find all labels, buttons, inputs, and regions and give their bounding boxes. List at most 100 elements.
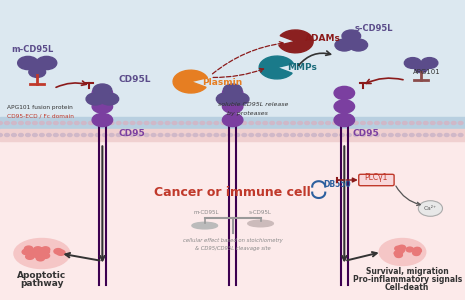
Circle shape [67,122,72,124]
Circle shape [158,134,163,136]
Circle shape [277,134,282,136]
Circle shape [263,134,267,136]
Circle shape [12,122,16,124]
Circle shape [144,122,149,124]
Circle shape [165,134,170,136]
Circle shape [92,86,113,100]
Circle shape [54,134,58,136]
Circle shape [0,134,2,136]
Circle shape [402,134,407,136]
Circle shape [186,122,191,124]
Circle shape [410,134,414,136]
Circle shape [26,254,34,259]
Circle shape [39,134,44,136]
Circle shape [342,30,361,42]
Circle shape [367,134,372,136]
Circle shape [95,134,100,136]
Circle shape [421,58,438,68]
Circle shape [394,251,401,256]
Circle shape [451,122,456,124]
Circle shape [151,134,156,136]
Circle shape [228,134,233,136]
Circle shape [334,86,355,100]
Circle shape [312,134,317,136]
Ellipse shape [379,238,426,266]
Circle shape [86,93,105,105]
Circle shape [340,134,344,136]
Circle shape [413,251,420,256]
Circle shape [92,113,113,127]
Circle shape [334,113,355,127]
Text: m-CD95L: m-CD95L [193,210,219,214]
Text: DB550: DB550 [323,180,351,189]
Circle shape [444,122,449,124]
Circle shape [305,122,310,124]
Bar [0,129,465,300]
Circle shape [312,122,317,124]
Text: Survival, migration: Survival, migration [366,267,448,276]
Circle shape [319,122,323,124]
Circle shape [423,134,428,136]
Circle shape [89,122,93,124]
Circle shape [222,100,243,113]
Circle shape [200,122,205,124]
Circle shape [207,134,212,136]
Circle shape [389,122,393,124]
Circle shape [109,122,114,124]
Text: Ca²⁺: Ca²⁺ [424,206,437,211]
Circle shape [18,122,23,124]
Text: APG101 fusion protein: APG101 fusion protein [7,106,73,110]
Circle shape [102,134,107,136]
Circle shape [326,134,330,136]
Circle shape [319,134,323,136]
Text: Cell-death: Cell-death [385,284,429,292]
Circle shape [216,93,235,105]
Circle shape [334,100,355,113]
Circle shape [30,250,38,255]
Text: cellular effect based on stoichiometry: cellular effect based on stoichiometry [183,238,283,243]
Circle shape [418,201,443,216]
Wedge shape [259,56,293,79]
Circle shape [130,122,135,124]
Circle shape [82,134,86,136]
Circle shape [223,84,242,96]
Circle shape [284,134,289,136]
Text: Pro-inflammatory signals: Pro-inflammatory signals [353,275,462,284]
Circle shape [249,134,254,136]
Circle shape [221,122,226,124]
Circle shape [284,122,289,124]
Circle shape [430,134,435,136]
Circle shape [221,134,226,136]
Ellipse shape [248,220,273,227]
Circle shape [397,248,404,253]
Text: PLCγ1: PLCγ1 [365,173,388,182]
Text: APG101: APG101 [413,69,441,75]
Bar [0,129,465,141]
Circle shape [5,134,9,136]
Text: s-CD95L: s-CD95L [355,24,393,33]
Circle shape [305,134,310,136]
Circle shape [186,134,191,136]
Circle shape [395,134,400,136]
Circle shape [25,246,33,251]
Circle shape [340,122,344,124]
Circle shape [291,122,295,124]
Circle shape [35,248,44,253]
Circle shape [389,134,393,136]
Circle shape [361,122,365,124]
Circle shape [395,122,400,124]
Circle shape [415,64,428,73]
Circle shape [41,253,50,258]
Circle shape [54,122,58,124]
Circle shape [438,122,442,124]
Circle shape [34,247,42,252]
Circle shape [417,122,421,124]
Circle shape [249,122,254,124]
Circle shape [116,134,121,136]
Circle shape [404,58,421,68]
Wedge shape [173,70,208,93]
Circle shape [451,134,456,136]
Circle shape [230,93,249,105]
Circle shape [374,122,379,124]
Circle shape [193,122,198,124]
